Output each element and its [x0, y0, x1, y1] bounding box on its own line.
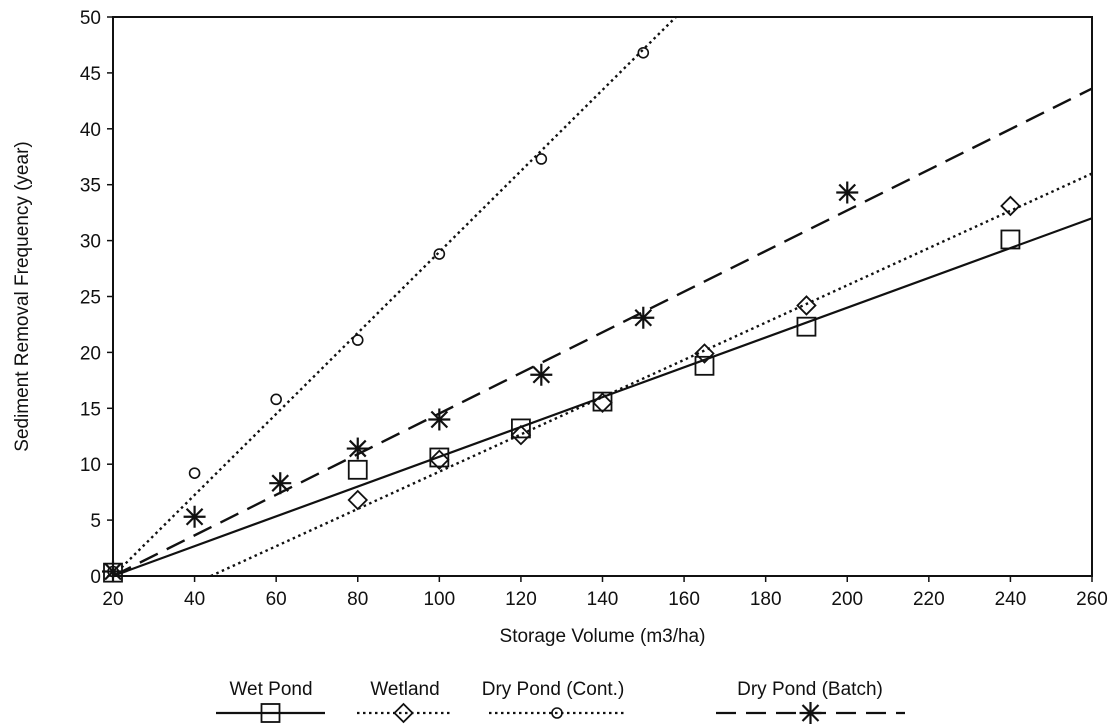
- legend-label: Dry Pond (Batch): [737, 679, 883, 700]
- x-tick-label: 200: [831, 589, 863, 610]
- plot-area: [112, 16, 1093, 577]
- y-tick-label: 45: [80, 64, 101, 85]
- series-wet-pond: [103, 217, 1092, 583]
- y-tick-label: 10: [80, 455, 101, 476]
- legend-marker-wet-pond: [260, 703, 281, 723]
- y-tick-label: 20: [80, 343, 101, 364]
- series-wetland: [210, 172, 1092, 576]
- trendline-wet-pond: [113, 217, 1092, 576]
- legend-label: Wet Pond: [229, 679, 312, 700]
- y-tick-label: 5: [90, 511, 101, 532]
- y-tick-label: 0: [90, 567, 101, 588]
- data-point-dry-pond-cont: [351, 334, 364, 346]
- legend-marker-wetland: [393, 702, 414, 724]
- x-tick-label: 20: [102, 589, 123, 610]
- x-axis-ticks: 20 40 60 80 100 120 140 160 180 200 220 240 260: [102, 576, 1108, 610]
- data-point-wetland: [694, 343, 715, 364]
- data-point-dry-pond-cont: [433, 248, 446, 260]
- y-tick-label: 50: [80, 8, 101, 29]
- data-point-dry-pond-batch: [183, 505, 206, 528]
- data-point-dry-pond-cont: [637, 46, 650, 59]
- data-point-wetland: [1000, 195, 1021, 217]
- x-tick-label: 140: [587, 589, 619, 610]
- data-point-wet-pond: [796, 316, 817, 337]
- data-point-dry-pond-batch: [346, 437, 369, 460]
- x-tick-label: 160: [668, 589, 700, 610]
- y-tick-label: 15: [80, 399, 101, 420]
- data-point-wetland: [592, 392, 613, 413]
- x-tick-label: 60: [266, 589, 287, 610]
- series-dry-pond-batch: [102, 87, 1092, 583]
- plot-frame: [112, 16, 1093, 577]
- data-point-dry-pond-cont: [270, 393, 282, 406]
- data-point-dry-pond-batch: [632, 306, 655, 329]
- data-point-wet-pond: [347, 459, 368, 480]
- trendline-wetland: [210, 172, 1092, 576]
- x-tick-label: 80: [347, 589, 368, 610]
- trendline-dry-pond-batch: [113, 87, 1092, 576]
- y-axis-ticks: 0 5 10 15 20 25 30 35 40 45 50: [80, 8, 113, 588]
- data-point-wet-pond: [694, 355, 715, 376]
- trendline-dry-pond-cont: [113, 17, 677, 576]
- x-tick-label: 220: [913, 589, 945, 610]
- x-tick-label: 180: [750, 589, 782, 610]
- y-tick-label: 25: [80, 288, 101, 309]
- legend-marker-dry-pond-batch: [799, 702, 822, 724]
- data-point-wet-pond: [429, 447, 450, 468]
- data-point-dry-pond-batch: [102, 560, 124, 583]
- series-layer: [102, 17, 1092, 583]
- data-point-dry-pond-batch: [428, 408, 451, 431]
- data-point-wetland: [429, 449, 450, 471]
- legend-label: Dry Pond (Cont.): [482, 679, 625, 700]
- data-point-wetland: [796, 295, 817, 316]
- legend-item-dry-pond-cont: Dry Pond (Cont.): [482, 679, 625, 719]
- x-tick-label: 40: [184, 589, 205, 610]
- legend: Wet Pond Wetland Dry Pond (Cont.) Dry Pond …: [216, 679, 905, 724]
- x-axis-title: Storage Volume (m3/ha): [500, 626, 706, 647]
- x-tick-label: 120: [505, 589, 537, 610]
- y-tick-label: 30: [80, 232, 101, 253]
- x-tick-label: 240: [995, 589, 1027, 610]
- data-point-wetland: [347, 489, 369, 511]
- data-point-dry-pond-cont: [188, 467, 201, 479]
- data-point-dry-pond-batch: [530, 363, 553, 386]
- data-point-dry-pond-cont: [535, 153, 548, 165]
- y-tick-label: 40: [80, 120, 101, 141]
- legend-item-wet-pond: Wet Pond: [216, 679, 325, 723]
- legend-label: Wetland: [370, 679, 439, 700]
- y-tick-label: 35: [80, 176, 101, 197]
- data-point-wet-pond: [1000, 229, 1021, 250]
- data-point-dry-pond-batch: [269, 472, 292, 495]
- x-tick-label: 260: [1076, 589, 1108, 610]
- x-tick-label: 100: [423, 589, 455, 610]
- legend-item-dry-pond-batch: Dry Pond (Batch): [716, 679, 905, 724]
- data-point-wet-pond: [511, 418, 531, 439]
- legend-item-wetland: Wetland: [357, 679, 450, 724]
- legend-marker-dry-pond-cont: [551, 707, 563, 719]
- y-axis-title: Sediment Removal Frequency (year): [12, 141, 33, 451]
- data-point-wetland: [510, 424, 532, 446]
- data-point-dry-pond-batch: [836, 181, 859, 204]
